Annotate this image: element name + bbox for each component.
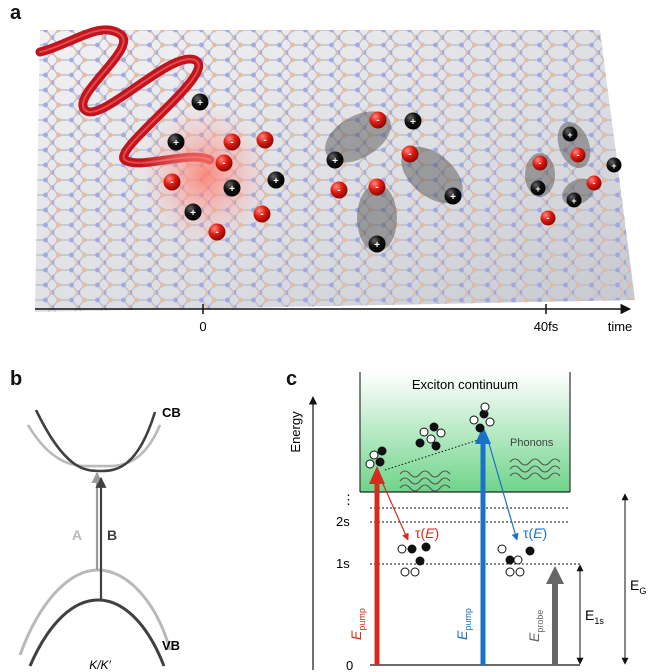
- svg-text:-: -: [375, 182, 378, 193]
- electron-particle: -: [330, 181, 348, 199]
- hole-particle: +: [404, 112, 422, 130]
- transition-a-label: A: [72, 527, 82, 543]
- electron-particle: -: [256, 131, 274, 149]
- level-dots: ⋮: [342, 492, 355, 507]
- level-0-label: 0: [346, 658, 353, 672]
- level-1s-label: 1s: [336, 556, 350, 571]
- e-pump-blue-label: Epump: [454, 608, 473, 640]
- hole-particle: +: [530, 180, 546, 196]
- hole-particle: +: [267, 171, 285, 189]
- svg-text:+: +: [571, 196, 576, 206]
- svg-text:-: -: [222, 158, 225, 169]
- carrier-particles: + + + + + - - - - - - - + + - - - + + + …: [163, 93, 622, 253]
- svg-text:-: -: [263, 135, 266, 146]
- hole-particle: +: [184, 203, 202, 221]
- hole-particle: +: [566, 192, 582, 208]
- hole-particle: +: [326, 151, 344, 169]
- svg-text:-: -: [408, 149, 411, 160]
- svg-text:+: +: [410, 117, 416, 128]
- e-g-label: EG: [630, 577, 646, 596]
- relaxation-arrow-red: [382, 483, 409, 541]
- svg-text:+: +: [173, 138, 179, 149]
- svg-text:-: -: [577, 150, 580, 160]
- panel-b-label: b: [10, 368, 23, 390]
- time-tick-0: 0: [199, 319, 206, 334]
- electron-particle: -: [253, 205, 271, 223]
- svg-text:+: +: [332, 156, 338, 167]
- hole-particle: +: [444, 187, 462, 205]
- e-1s-label: E1s: [585, 607, 604, 626]
- hole-particle: +: [191, 93, 209, 111]
- transition-b-label: B: [107, 527, 117, 543]
- time-axis: 0 40fs time: [35, 303, 633, 334]
- hole-particle: +: [368, 235, 386, 253]
- valley-label: K/K′: [89, 658, 111, 672]
- electron-particle: -: [163, 173, 181, 191]
- svg-text:Epump: Epump: [348, 608, 367, 640]
- level-2s-label: 2s: [336, 514, 350, 529]
- electron-particle: -: [532, 155, 548, 171]
- svg-text:+: +: [190, 208, 196, 219]
- electron-particle: -: [570, 147, 586, 163]
- e-pump-red-label: Epump: [348, 608, 367, 640]
- relaxation-arrow-blue: [487, 439, 519, 541]
- energy-axis-label: Energy: [288, 411, 303, 453]
- panel-a-lattice-scene: [35, 25, 635, 312]
- svg-text:+: +: [273, 176, 279, 187]
- time-axis-label: time: [608, 319, 633, 334]
- electron-particle: -: [586, 175, 602, 191]
- svg-text:+: +: [611, 161, 616, 171]
- conduction-band-dark: [34, 409, 157, 473]
- svg-text:+: +: [567, 130, 572, 140]
- carrier-clusters: [365, 402, 535, 577]
- svg-text:-: -: [215, 227, 218, 238]
- svg-text:Epump: Epump: [454, 608, 473, 640]
- electron-particle: -: [540, 210, 556, 226]
- hole-particle: +: [606, 157, 622, 173]
- excitation-glow: [140, 105, 270, 245]
- svg-text:-: -: [539, 158, 542, 168]
- electron-particle: -: [223, 133, 241, 151]
- panel-c-label: c: [286, 368, 298, 390]
- continuum-label: Exciton continuum: [412, 377, 518, 392]
- hole-particle: +: [167, 133, 185, 151]
- svg-text:-: -: [376, 115, 379, 126]
- svg-text:-: -: [170, 177, 173, 188]
- panel-c-energy-diagram: Energy Exciton continuum Phonons 0 ⋮ 2s …: [288, 372, 646, 672]
- panel-b-band-diagram: A B CB VB K/K′: [18, 405, 181, 672]
- hole-particle: +: [223, 179, 241, 197]
- hole-particle: +: [562, 126, 578, 142]
- vb-label: VB: [162, 638, 180, 653]
- electron-particle: -: [368, 178, 386, 196]
- e-probe-label: Eprobe: [526, 610, 545, 642]
- exciton-continuum-box: [360, 372, 570, 492]
- svg-text:-: -: [337, 185, 340, 196]
- valence-band-dark: [28, 598, 166, 667]
- svg-text:+: +: [535, 184, 540, 194]
- svg-text:+: +: [450, 192, 456, 203]
- phonons-label: Phonons: [510, 437, 554, 449]
- tau-red-label: τ(E): [415, 525, 439, 541]
- panel-a-label: a: [10, 2, 22, 24]
- svg-text:-: -: [230, 137, 233, 148]
- electron-particle: -: [215, 154, 233, 172]
- svg-text:-: -: [593, 178, 596, 188]
- svg-text:-: -: [547, 213, 550, 223]
- electron-particle: -: [369, 111, 387, 129]
- svg-text:+: +: [229, 184, 235, 195]
- conduction-band-light: [26, 424, 162, 468]
- svg-text:+: +: [374, 240, 380, 251]
- electron-particle: -: [208, 223, 226, 241]
- phonon-waves: [399, 458, 561, 492]
- svg-text:Eprobe: Eprobe: [526, 610, 545, 642]
- svg-text:-: -: [260, 209, 263, 220]
- tau-blue-label: τ(E): [523, 525, 547, 541]
- svg-text:+: +: [197, 98, 203, 109]
- electron-particle: -: [401, 145, 419, 163]
- time-tick-40fs: 40fs: [534, 319, 559, 334]
- cb-label: CB: [162, 405, 181, 420]
